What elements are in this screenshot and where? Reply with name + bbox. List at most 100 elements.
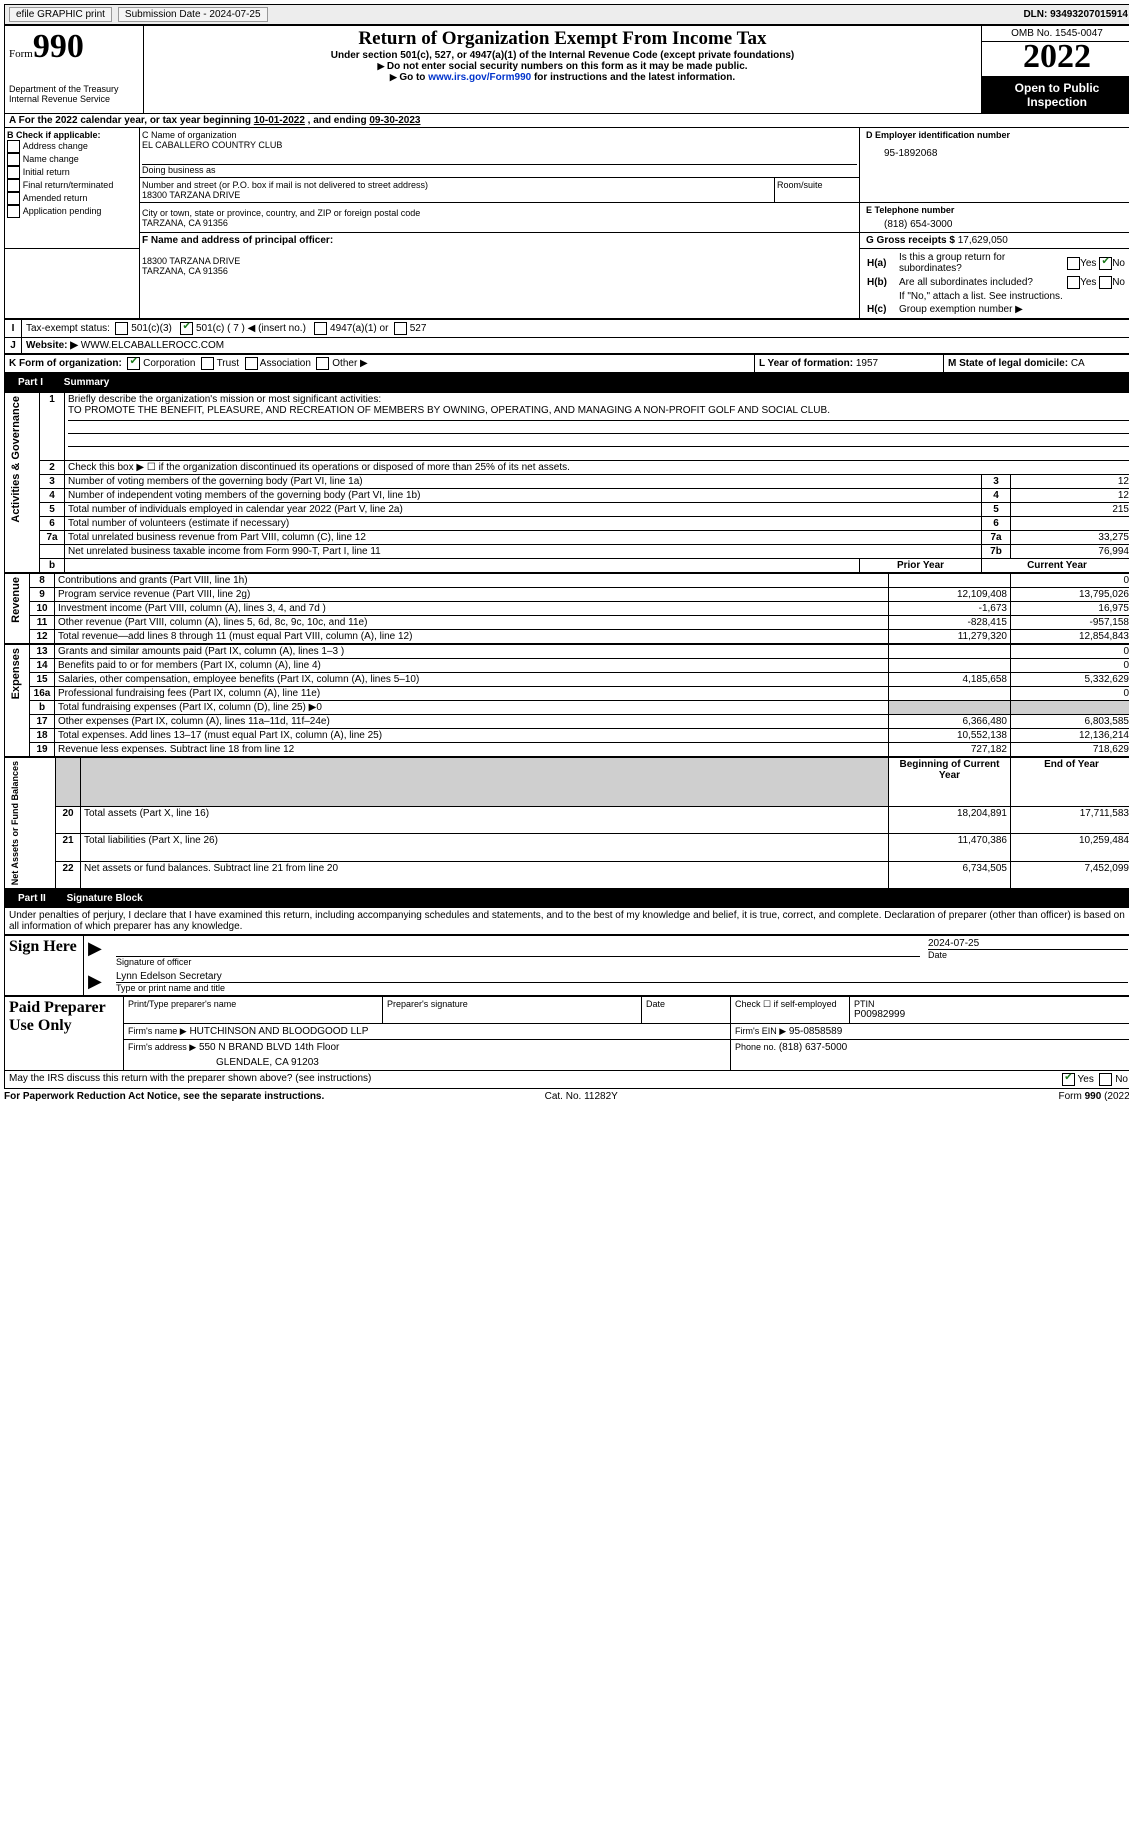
line7a-k: 7a	[982, 531, 1011, 545]
na-hdr-c: End of Year	[1011, 758, 1129, 807]
line-a-period: A For the 2022 calendar year, or tax yea…	[4, 114, 1129, 127]
line7b-k: 7b	[982, 545, 1011, 559]
efile-print-button[interactable]: efile GRAPHIC print	[9, 7, 112, 22]
part-ii-num: Part II	[10, 891, 54, 906]
part-ii-header: Part II Signature Block	[4, 889, 1129, 908]
hb-no-checkbox[interactable]	[1099, 276, 1112, 289]
chk-name-change[interactable]: Name change	[7, 153, 137, 166]
chk-address-change[interactable]: Address change	[7, 140, 137, 153]
na21-d: Total liabilities (Part X, line 26)	[81, 834, 889, 861]
ein-value: 95-1892068	[866, 140, 1126, 159]
firm-name-label: Firm's name ▶	[128, 1026, 187, 1036]
r8-n: 8	[30, 574, 55, 588]
chk-lbl-name: Name change	[23, 154, 79, 164]
chk-lbl-initial: Initial return	[23, 167, 70, 177]
chk-assoc[interactable]	[245, 357, 258, 370]
r10-p: -1,673	[889, 602, 1011, 616]
officer-addr1: 18300 TARZANA DRIVE	[142, 256, 857, 266]
e15-p: 4,185,658	[889, 673, 1011, 687]
r8-d: Contributions and grants (Part VIII, lin…	[55, 574, 889, 588]
firm-addr1: 550 N BRAND BLVD 14th Floor	[199, 1042, 339, 1053]
e17-c: 6,803,585	[1011, 715, 1129, 729]
firm-phone-label: Phone no.	[735, 1042, 776, 1052]
line7a-desc: Total unrelated business revenue from Pa…	[65, 531, 982, 545]
form-org-label: K Form of organization:	[9, 358, 122, 369]
chk-corp[interactable]	[127, 357, 140, 370]
e16b-p	[889, 701, 1011, 715]
e14-c: 0	[1011, 659, 1129, 673]
city-value: TARZANA, CA 91356	[142, 218, 857, 228]
line3-desc: Number of voting members of the governin…	[65, 475, 982, 489]
tax-year: 2022	[982, 38, 1129, 77]
hb-yes-checkbox[interactable]	[1067, 276, 1080, 289]
city-label: City or town, state or province, country…	[142, 208, 857, 218]
dln-prefix: DLN:	[1023, 9, 1047, 20]
discuss-yes-checkbox[interactable]	[1062, 1073, 1075, 1086]
domicile-label: M State of legal domicile:	[948, 358, 1068, 369]
line5-k: 5	[982, 503, 1011, 517]
na21-p: 11,470,386	[889, 834, 1011, 861]
e18-p: 10,552,138	[889, 729, 1011, 743]
line7b-v: 76,994	[1011, 545, 1129, 559]
chk-527[interactable]	[394, 322, 407, 335]
e14-n: 14	[30, 659, 55, 673]
e16b-c	[1011, 701, 1129, 715]
form-header-table: Form990 Department of the Treasury Inter…	[4, 25, 1129, 114]
officer-addr2: TARZANA, CA 91356	[142, 266, 857, 276]
discuss-yes: Yes	[1078, 1074, 1094, 1085]
e15-c: 5,332,629	[1011, 673, 1129, 687]
part-i-header: Part I Summary	[4, 373, 1129, 392]
org-name: EL CABALLERO COUNTRY CLUB	[142, 140, 857, 150]
form-number-block: Form990	[9, 28, 139, 66]
e13-c: 0	[1011, 645, 1129, 659]
chk-trust[interactable]	[201, 357, 214, 370]
na22-c: 7,452,099	[1011, 861, 1129, 888]
ha-no-checkbox[interactable]	[1099, 257, 1112, 270]
chk-501c[interactable]	[180, 322, 193, 335]
part-i-num: Part I	[10, 375, 51, 390]
na21-c: 10,259,484	[1011, 834, 1129, 861]
page-footer: For Paperwork Reduction Act Notice, see …	[4, 1091, 1129, 1102]
form-word: Form	[9, 48, 33, 60]
line2-text: Check this box ▶ ☐ if the organization d…	[65, 461, 1129, 475]
chk-other[interactable]	[316, 357, 329, 370]
hc-text: Group exemption number ▶	[898, 303, 1126, 316]
opt-527: 527	[410, 323, 427, 334]
e19-p: 727,182	[889, 743, 1011, 757]
e16a-n: 16a	[30, 687, 55, 701]
firm-name: HUTCHINSON AND BLOODGOOD LLP	[189, 1026, 368, 1037]
chk-final-return[interactable]: Final return/terminated	[7, 179, 137, 192]
e14-d: Benefits paid to or for members (Part IX…	[55, 659, 889, 673]
chk-initial-return[interactable]: Initial return	[7, 166, 137, 179]
firm-phone: (818) 637-5000	[779, 1042, 847, 1053]
tax-exempt-label: Tax-exempt status:	[26, 323, 110, 334]
ssn-note: Do not enter social security numbers on …	[148, 61, 977, 72]
r11-p: -828,415	[889, 616, 1011, 630]
r9-d: Program service revenue (Part VIII, line…	[55, 588, 889, 602]
expenses-table: Expenses 13Grants and similar amounts pa…	[4, 644, 1129, 757]
period-mid: , and ending	[305, 115, 369, 126]
line1-label: Briefly describe the organization's miss…	[68, 394, 381, 405]
e13-n: 13	[30, 645, 55, 659]
website-label: Website: ▶	[26, 340, 78, 351]
open-inspection: Open to Public Inspection	[982, 77, 1129, 113]
chk-4947[interactable]	[314, 322, 327, 335]
chk-501c3[interactable]	[115, 322, 128, 335]
chk-app-pending[interactable]: Application pending	[7, 205, 137, 218]
ha-yes-checkbox[interactable]	[1067, 257, 1080, 270]
r8-p	[889, 574, 1011, 588]
col-current: Current Year	[982, 559, 1129, 573]
e15-d: Salaries, other compensation, employee b…	[55, 673, 889, 687]
line4-v: 12	[1011, 489, 1129, 503]
period-end: 09-30-2023	[369, 115, 420, 126]
sign-here-label: Sign Here	[9, 938, 79, 956]
hb-text: Are all subordinates included?	[898, 275, 1066, 290]
footer-left: For Paperwork Reduction Act Notice, see …	[4, 1091, 324, 1102]
hb-no: No	[1112, 277, 1125, 288]
na20-d: Total assets (Part X, line 16)	[81, 806, 889, 833]
irs-form990-link[interactable]: www.irs.gov/Form990	[428, 72, 531, 83]
chk-amended[interactable]: Amended return	[7, 192, 137, 205]
discuss-no-checkbox[interactable]	[1099, 1073, 1112, 1086]
opt-501c3: 501(c)(3)	[131, 323, 172, 334]
submission-date-button[interactable]: Submission Date - 2024-07-25	[118, 7, 268, 22]
